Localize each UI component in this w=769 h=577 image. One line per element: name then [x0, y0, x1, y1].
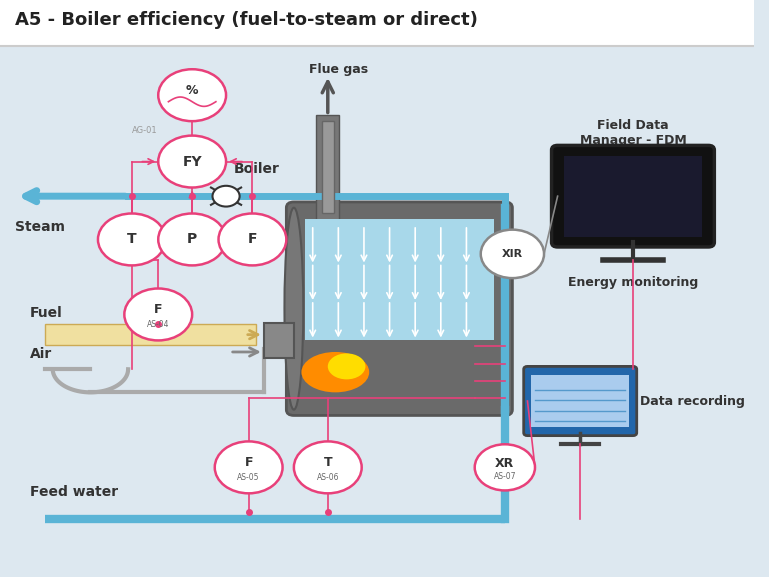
- Text: Air: Air: [30, 347, 52, 361]
- Text: AS-06: AS-06: [317, 473, 339, 482]
- Text: FY: FY: [182, 155, 202, 168]
- Text: T: T: [127, 233, 137, 246]
- Circle shape: [474, 444, 535, 490]
- Text: Fuel: Fuel: [30, 306, 63, 320]
- Text: %: %: [186, 84, 198, 96]
- Text: Feed water: Feed water: [30, 485, 118, 499]
- Circle shape: [294, 441, 361, 493]
- Text: AS-05: AS-05: [238, 473, 260, 482]
- FancyBboxPatch shape: [317, 115, 339, 231]
- Text: XR: XR: [495, 457, 514, 470]
- FancyBboxPatch shape: [531, 375, 629, 427]
- FancyBboxPatch shape: [564, 156, 702, 237]
- Text: F: F: [248, 233, 257, 246]
- Circle shape: [158, 213, 226, 265]
- Text: A5 - Boiler efficiency (fuel-to-steam or direct): A5 - Boiler efficiency (fuel-to-steam or…: [15, 11, 478, 29]
- FancyBboxPatch shape: [305, 219, 494, 340]
- Ellipse shape: [301, 352, 369, 392]
- Text: P: P: [187, 233, 198, 246]
- FancyBboxPatch shape: [286, 202, 512, 415]
- Text: AS-07: AS-07: [494, 471, 516, 481]
- FancyBboxPatch shape: [551, 145, 714, 247]
- FancyBboxPatch shape: [524, 366, 637, 436]
- FancyBboxPatch shape: [264, 323, 294, 358]
- Text: Flue gas: Flue gas: [309, 63, 368, 76]
- Ellipse shape: [285, 208, 303, 410]
- FancyBboxPatch shape: [321, 121, 334, 213]
- Circle shape: [98, 213, 166, 265]
- FancyBboxPatch shape: [0, 0, 754, 46]
- Circle shape: [218, 213, 286, 265]
- Circle shape: [215, 441, 282, 493]
- Circle shape: [481, 230, 544, 278]
- Text: XIR: XIR: [502, 249, 523, 259]
- Text: AS-04: AS-04: [147, 320, 169, 329]
- Circle shape: [158, 69, 226, 121]
- Circle shape: [212, 186, 240, 207]
- Text: Data recording: Data recording: [641, 395, 745, 407]
- Text: Steam: Steam: [15, 220, 65, 234]
- Text: Field Data
Manager - FDM: Field Data Manager - FDM: [580, 119, 687, 147]
- Text: F: F: [154, 304, 162, 316]
- Text: Energy monitoring: Energy monitoring: [568, 276, 698, 289]
- FancyBboxPatch shape: [45, 324, 256, 345]
- Text: F: F: [245, 456, 253, 469]
- Circle shape: [158, 136, 226, 188]
- Text: T: T: [324, 456, 332, 469]
- Circle shape: [125, 288, 192, 340]
- Text: Boiler: Boiler: [234, 162, 279, 176]
- Ellipse shape: [328, 353, 365, 380]
- Text: AG-01: AG-01: [131, 126, 158, 134]
